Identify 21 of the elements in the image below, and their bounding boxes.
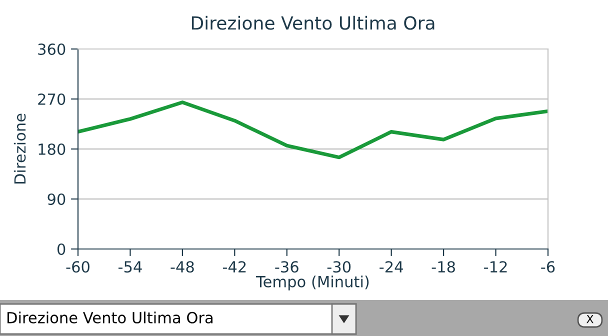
y-tick-label: 0 bbox=[57, 243, 66, 256]
chart-title: Direzione Vento Ultima Ora bbox=[192, 16, 434, 30]
y-tick-label: 180 bbox=[38, 143, 66, 156]
x-tick-label: -18 bbox=[432, 261, 455, 273]
y-tick-label: 270 bbox=[38, 93, 66, 106]
x-tick-label: -42 bbox=[222, 261, 246, 272]
x-tick-label: -6 bbox=[541, 261, 555, 273]
x-tick-label: -30 bbox=[327, 261, 351, 273]
line-series bbox=[78, 100, 548, 160]
y-axis-title: Direzione bbox=[14, 114, 26, 184]
x-axis-title: Tempo (Minuti) bbox=[256, 276, 369, 290]
text: X bbox=[586, 314, 594, 324]
x-tick-label: -36 bbox=[275, 261, 298, 273]
text: Direzione Vento Ultima Ora bbox=[8, 312, 212, 324]
x-tick-label: -12 bbox=[484, 261, 507, 272]
x-tick-label: -54 bbox=[118, 261, 142, 273]
x-tick-label: -48 bbox=[170, 261, 194, 273]
y-tick-label: 360 bbox=[38, 43, 66, 56]
y-tick-label: 90 bbox=[48, 193, 66, 206]
x-tick-label: -24 bbox=[380, 261, 403, 272]
x-tick-label: -60 bbox=[66, 261, 90, 273]
